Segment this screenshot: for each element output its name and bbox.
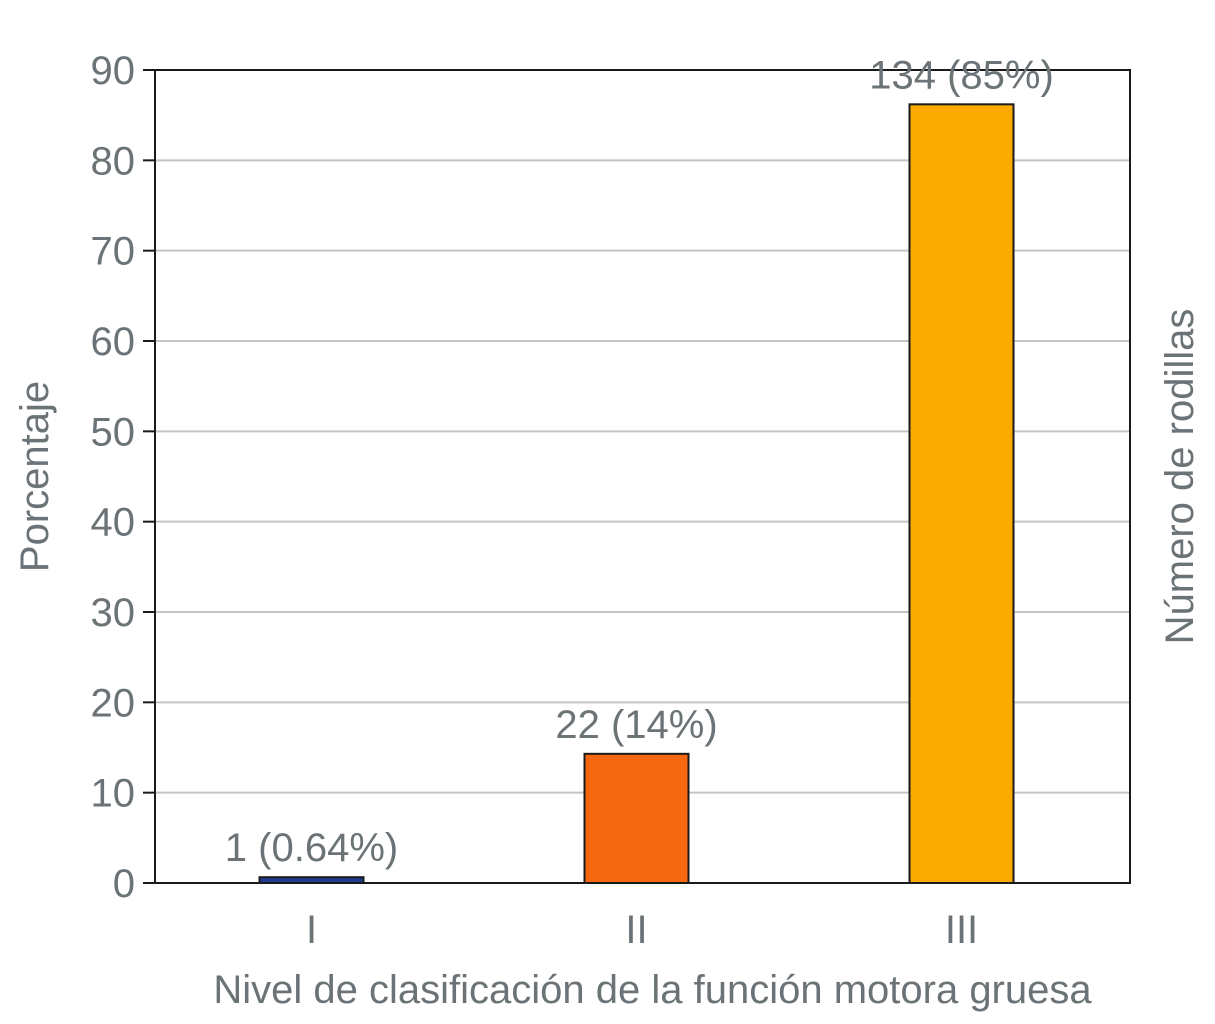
x-tick-label: III	[945, 908, 978, 952]
y-axis-title: Porcentaje	[13, 381, 57, 572]
bar-data-label: 22 (14%)	[555, 703, 717, 747]
y-tick-label: 80	[91, 139, 136, 183]
x-tick-label: I	[306, 908, 317, 952]
bar-data-label: 1 (0.64%)	[225, 826, 398, 870]
secondary-y-axis-title: Número de rodillas	[1158, 309, 1202, 645]
y-tick-label: 20	[91, 681, 136, 725]
y-tick-label: 0	[113, 862, 135, 906]
y-tick-label: 50	[91, 410, 136, 454]
x-axis-title: Nivel de clasificación de la función mot…	[213, 968, 1092, 1012]
gridlines	[155, 159, 1130, 794]
bar-data-label: 134 (85%)	[869, 53, 1054, 97]
bar-II	[583, 752, 690, 884]
y-tick-label: 70	[91, 230, 136, 274]
y-tick-label: 40	[91, 501, 136, 545]
y-axis-ticks: 0 10 20 30 40 50 60 70 80 90	[91, 49, 155, 906]
data-labels: 1 (0.64%) 22 (14%) 134 (85%)	[225, 53, 1054, 870]
plot-frame	[154, 69, 1131, 884]
x-tick-label: II	[625, 908, 647, 952]
y-tick-label: 10	[91, 772, 136, 816]
y-tick-label: 30	[91, 591, 136, 635]
x-axis-ticks: I II III	[306, 908, 978, 952]
bar-III	[908, 103, 1015, 885]
y-tick-label: 60	[91, 320, 136, 364]
bars	[258, 103, 1015, 885]
y-tick-label: 90	[91, 49, 136, 93]
